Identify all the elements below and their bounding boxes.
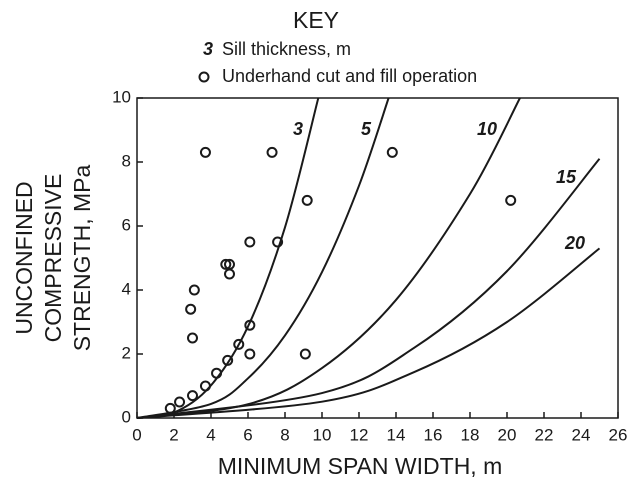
y-axis-label: UNCONFINED bbox=[11, 181, 37, 334]
data-point bbox=[220, 258, 232, 270]
x-tick-label: 26 bbox=[609, 425, 628, 444]
y-tick-label: 4 bbox=[122, 279, 131, 298]
data-point bbox=[199, 380, 211, 392]
curve-label: 3 bbox=[293, 119, 303, 139]
curve-label: 10 bbox=[477, 119, 497, 139]
data-point bbox=[224, 268, 235, 280]
key-sample: 3 bbox=[203, 39, 213, 59]
data-point bbox=[505, 194, 517, 206]
key-label: Underhand cut and fill operation bbox=[222, 66, 477, 86]
curve bbox=[136, 97, 390, 419]
data-point bbox=[185, 303, 197, 315]
curve bbox=[136, 247, 601, 419]
x-tick-label: 14 bbox=[387, 425, 406, 444]
y-axis-label: STRENGTH, MPa bbox=[69, 165, 95, 352]
x-tick-label: 0 bbox=[132, 425, 141, 444]
curve bbox=[136, 158, 601, 419]
data-point bbox=[244, 319, 256, 331]
data-point bbox=[272, 236, 284, 248]
data-point bbox=[199, 146, 211, 158]
x-tick-label: 20 bbox=[498, 425, 517, 444]
data-point bbox=[301, 194, 313, 206]
key-title: KEY bbox=[293, 7, 339, 33]
data-point bbox=[187, 332, 198, 344]
data-point bbox=[233, 338, 245, 350]
y-tick-label: 8 bbox=[122, 151, 131, 170]
plot-frame bbox=[136, 97, 619, 419]
key-marker bbox=[198, 71, 210, 83]
data-point bbox=[244, 348, 256, 360]
data-point bbox=[188, 284, 200, 296]
data-point bbox=[299, 348, 311, 360]
x-axis-label: MINIMUM SPAN WIDTH, m bbox=[218, 453, 503, 479]
y-axis-label: COMPRESSIVE bbox=[40, 174, 66, 343]
y-tick-label: 2 bbox=[122, 343, 131, 362]
y-tick-label: 10 bbox=[112, 87, 131, 106]
x-tick-label: 8 bbox=[280, 425, 289, 444]
x-tick-label: 4 bbox=[206, 425, 215, 444]
x-tick-label: 24 bbox=[572, 425, 591, 444]
curve-label: 20 bbox=[564, 233, 585, 253]
data-point bbox=[174, 396, 186, 408]
y-tick-label: 6 bbox=[122, 215, 131, 234]
x-tick-label: 16 bbox=[424, 425, 443, 444]
x-tick-label: 18 bbox=[461, 425, 480, 444]
data-point bbox=[222, 354, 234, 366]
data-point bbox=[244, 236, 256, 248]
x-tick-label: 10 bbox=[313, 425, 332, 444]
x-tick-label: 6 bbox=[243, 425, 252, 444]
x-tick-label: 12 bbox=[350, 425, 369, 444]
x-tick-label: 22 bbox=[535, 425, 554, 444]
y-tick-label: 0 bbox=[122, 407, 131, 426]
x-tick-label: 2 bbox=[169, 425, 178, 444]
curve-label: 15 bbox=[556, 167, 577, 187]
data-point bbox=[266, 146, 278, 158]
data-point bbox=[164, 402, 176, 414]
key-label: Sill thickness, m bbox=[222, 39, 351, 59]
curve-label: 5 bbox=[361, 119, 372, 139]
curve bbox=[136, 97, 320, 419]
data-point bbox=[187, 390, 198, 402]
data-point bbox=[211, 367, 223, 379]
data-point bbox=[386, 146, 398, 158]
